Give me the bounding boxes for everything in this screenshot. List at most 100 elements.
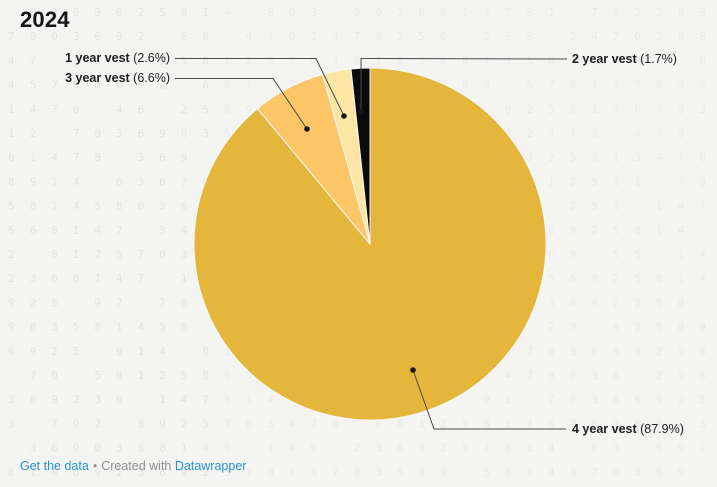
svg-text:3: 3 — [51, 321, 58, 334]
svg-text:0: 0 — [570, 369, 577, 382]
svg-text:5: 5 — [548, 272, 555, 285]
footer-separator: • — [92, 459, 98, 473]
svg-text:6: 6 — [116, 79, 123, 92]
svg-text:8: 8 — [462, 54, 469, 67]
svg-text:6: 6 — [73, 466, 80, 479]
svg-text:5: 5 — [526, 54, 533, 67]
svg-text:2: 2 — [51, 345, 58, 358]
svg-text:9: 9 — [94, 296, 101, 309]
svg-text:6: 6 — [591, 345, 598, 358]
svg-text:0: 0 — [656, 79, 663, 92]
slice-label-name: 2 year vest — [572, 52, 637, 66]
svg-text:6: 6 — [656, 466, 663, 479]
svg-text:6: 6 — [462, 79, 469, 92]
datawrapper-link[interactable]: Datawrapper — [174, 459, 247, 473]
svg-text:2: 2 — [354, 442, 361, 455]
svg-text:1: 1 — [202, 6, 209, 19]
svg-text:4: 4 — [73, 175, 80, 188]
svg-text:0: 0 — [289, 6, 296, 19]
get-the-data-link[interactable]: Get the data — [20, 459, 89, 473]
svg-text:6: 6 — [202, 79, 209, 92]
svg-text:5: 5 — [634, 272, 641, 285]
svg-text:1: 1 — [678, 248, 685, 261]
svg-text:6: 6 — [159, 175, 166, 188]
svg-text:8: 8 — [202, 30, 209, 43]
svg-text:2: 2 — [656, 369, 663, 382]
svg-text:8: 8 — [30, 200, 37, 213]
svg-text:7: 7 — [51, 79, 58, 92]
svg-text:1: 1 — [138, 369, 145, 382]
svg-text:4: 4 — [699, 248, 706, 261]
svg-text:8: 8 — [548, 224, 555, 237]
svg-text:1: 1 — [138, 345, 145, 358]
svg-text:3: 3 — [94, 79, 101, 92]
svg-text:6: 6 — [30, 224, 37, 237]
svg-text:0: 0 — [310, 54, 317, 67]
svg-text:9: 9 — [8, 321, 15, 334]
svg-text:5: 5 — [656, 321, 663, 334]
svg-text:8: 8 — [116, 369, 123, 382]
svg-text:7: 7 — [8, 30, 15, 43]
svg-text:0: 0 — [181, 127, 188, 140]
svg-text:1: 1 — [94, 272, 101, 285]
svg-text:7: 7 — [570, 417, 577, 430]
svg-text:9: 9 — [418, 442, 425, 455]
svg-text:7: 7 — [570, 127, 577, 140]
svg-text:7: 7 — [30, 369, 37, 382]
svg-text:3: 3 — [73, 54, 80, 67]
svg-text:7: 7 — [505, 6, 512, 19]
svg-text:9: 9 — [30, 345, 37, 358]
svg-text:4: 4 — [30, 103, 37, 116]
svg-text:3: 3 — [246, 369, 253, 382]
svg-text:8: 8 — [656, 272, 663, 285]
svg-text:6: 6 — [613, 393, 620, 406]
svg-text:1: 1 — [505, 417, 512, 430]
svg-text:7: 7 — [332, 466, 339, 479]
svg-text:6: 6 — [94, 54, 101, 67]
svg-text:2: 2 — [181, 417, 188, 430]
slice-label-name: 4 year vest — [572, 422, 637, 436]
svg-text:3: 3 — [267, 417, 274, 430]
svg-text:8: 8 — [699, 345, 706, 358]
svg-text:2: 2 — [656, 345, 663, 358]
svg-text:6: 6 — [354, 54, 361, 67]
svg-text:0: 0 — [656, 54, 663, 67]
svg-text:4: 4 — [73, 200, 80, 213]
svg-text:3: 3 — [397, 6, 404, 19]
svg-text:1: 1 — [656, 224, 663, 237]
svg-text:4: 4 — [159, 345, 166, 358]
svg-text:2: 2 — [613, 296, 620, 309]
svg-text:6: 6 — [613, 369, 620, 382]
leader-dot-1-year-vest — [341, 113, 347, 119]
slice-label-2-year-vest: 2 year vest (1.7%) — [572, 51, 677, 67]
svg-text:5: 5 — [656, 296, 663, 309]
svg-text:0: 0 — [289, 30, 296, 43]
svg-text:7: 7 — [656, 103, 663, 116]
svg-text:0: 0 — [678, 103, 685, 116]
svg-text:9: 9 — [375, 30, 382, 43]
svg-text:5: 5 — [505, 30, 512, 43]
svg-text:8: 8 — [397, 417, 404, 430]
svg-text:9: 9 — [246, 103, 253, 116]
svg-text:9: 9 — [570, 248, 577, 261]
svg-text:7: 7 — [591, 6, 598, 19]
svg-text:0: 0 — [202, 345, 209, 358]
svg-text:7: 7 — [591, 466, 598, 479]
svg-text:4: 4 — [505, 369, 512, 382]
svg-text:2: 2 — [548, 151, 555, 164]
svg-text:6: 6 — [159, 466, 166, 479]
svg-text:6: 6 — [181, 30, 188, 43]
svg-text:9: 9 — [570, 224, 577, 237]
svg-text:5: 5 — [699, 393, 706, 406]
pie-slice-2-year-vest[interactable] — [350, 67, 371, 245]
svg-text:2: 2 — [634, 6, 641, 19]
svg-text:1: 1 — [246, 79, 253, 92]
svg-text:9: 9 — [159, 127, 166, 140]
svg-text:3: 3 — [570, 345, 577, 358]
svg-text:5: 5 — [73, 321, 80, 334]
svg-text:2: 2 — [138, 30, 145, 43]
svg-text:6: 6 — [138, 127, 145, 140]
svg-text:3: 3 — [310, 6, 317, 19]
svg-text:8: 8 — [202, 369, 209, 382]
svg-text:5: 5 — [116, 248, 123, 261]
